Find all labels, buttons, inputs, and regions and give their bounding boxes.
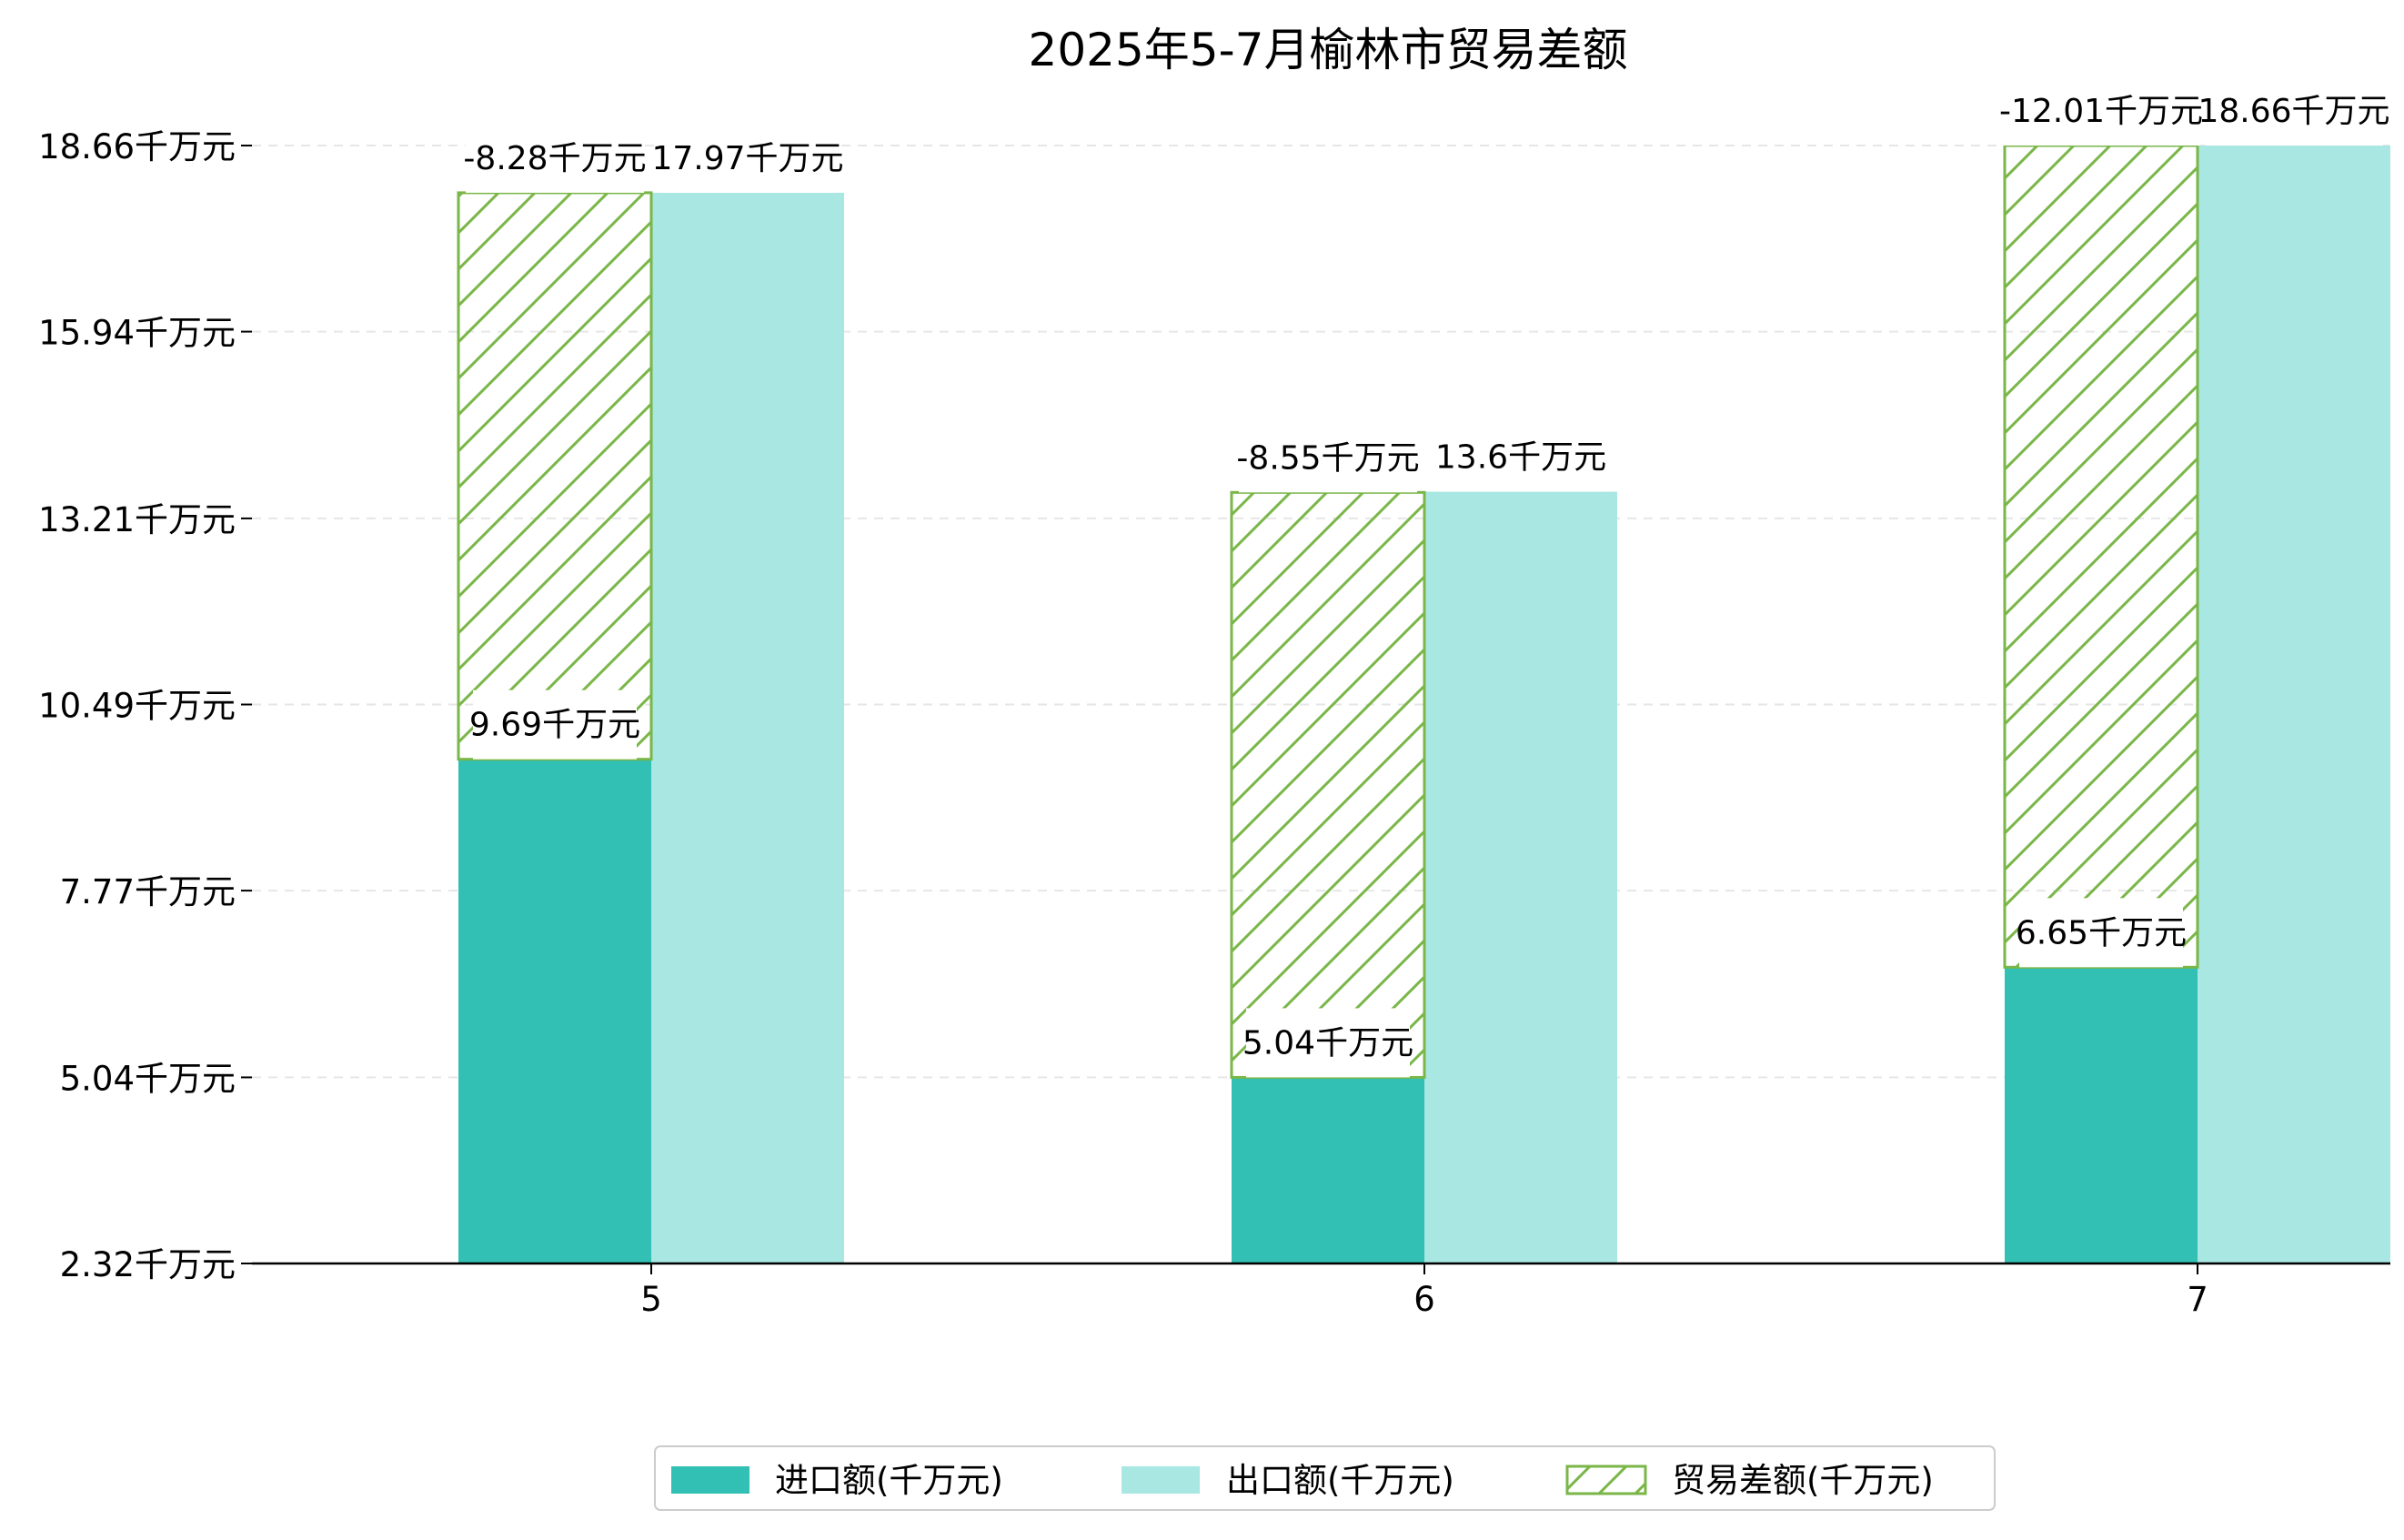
data-label-trade-balance-box xyxy=(466,123,644,193)
x-tick-label: 5 xyxy=(640,1280,662,1319)
data-label-trade-balance-box xyxy=(2002,76,2200,146)
data-label-trade-balance: -12.01千万元 xyxy=(1999,76,2203,146)
data-label-import-box xyxy=(2019,898,2183,968)
data-label-export-text: 18.66千万元 xyxy=(2198,93,2389,130)
bar-import xyxy=(2005,967,2198,1263)
data-label-export-box xyxy=(659,123,837,193)
data-label-trade-balance-text: -8.28千万元 xyxy=(463,140,646,177)
data-label-import-box xyxy=(473,689,637,760)
y-tick-label: 5.04千万元 xyxy=(60,1059,236,1098)
data-label-import-text: 9.69千万元 xyxy=(469,707,640,744)
legend-label-1: 出口额(千万元) xyxy=(1226,1461,1454,1500)
bar-trade-balance xyxy=(1230,490,1426,1079)
data-label-export: 17.97千万元 xyxy=(651,123,844,193)
legend-swatch-2 xyxy=(1565,1465,1647,1495)
legend-box xyxy=(654,1445,1996,1511)
bar-import xyxy=(1232,1077,1424,1263)
data-label-import-text: 6.65千万元 xyxy=(2016,914,2187,951)
bar-trade-balance xyxy=(2003,144,2199,969)
y-tick-label: 10.49千万元 xyxy=(38,687,236,726)
x-tick-label: 6 xyxy=(1413,1280,1435,1319)
data-label-export: 18.66千万元 xyxy=(2198,76,2390,146)
data-label-trade-balance: -8.28千万元 xyxy=(463,123,647,193)
data-labels: 9.69千万元 17.97千万元-8.28千万元 5.04千万元 13.6千万元 -8.… xyxy=(463,76,2390,1078)
y-tick-label: 18.66千万元 xyxy=(38,127,236,166)
bar-export xyxy=(1424,491,1617,1263)
data-label-export: 13.6千万元 xyxy=(1435,422,1606,492)
data-label-import-text: 5.04千万元 xyxy=(1242,1024,1413,1062)
data-label-import: 6.65千万元 xyxy=(2016,898,2187,968)
data-label-trade-balance-text: -8.55千万元 xyxy=(1236,439,1419,477)
bars xyxy=(457,144,2390,1263)
y-tick-label: 2.32千万元 xyxy=(60,1245,236,1284)
data-label-import: 9.69千万元 xyxy=(469,689,640,760)
legend-swatch-1 xyxy=(1122,1466,1200,1494)
data-label-export-box xyxy=(1439,422,1603,492)
data-label-import-box xyxy=(1246,1008,1410,1078)
y-tick-label: 13.21千万元 xyxy=(38,500,236,539)
y-tick-label: 7.77千万元 xyxy=(60,872,236,911)
legend-swatch-0 xyxy=(671,1466,749,1494)
bar-export xyxy=(2198,146,2390,1263)
axes: 2.32千万元 5.04千万元 7.77千万元 10.49千万元 13.21千万元 15.… xyxy=(38,127,2390,1319)
legend-label-0: 进口额(千万元) xyxy=(775,1461,1003,1500)
data-label-export-box xyxy=(2205,76,2383,146)
legend-label-2: 贸易差额(千万元) xyxy=(1672,1461,1934,1500)
data-label-trade-balance: -8.55千万元 xyxy=(1236,423,1420,493)
data-label-trade-balance-box xyxy=(1239,423,1417,493)
bar-trade-balance xyxy=(457,191,653,761)
bar-export xyxy=(651,192,844,1263)
bar-import xyxy=(458,759,651,1263)
x-tick-label: 7 xyxy=(2187,1280,2208,1319)
data-label-import: 5.04千万元 xyxy=(1242,1008,1413,1078)
y-tick-label: 15.94千万元 xyxy=(38,314,236,353)
data-label-trade-balance-text: -12.01千万元 xyxy=(1999,93,2203,130)
legend: 进口额(千万元) 出口额(千万元) 贸易差额(千万元) xyxy=(654,1445,1996,1511)
chart-title: 2025年5-7月榆林市贸易差额 xyxy=(1029,24,1628,76)
data-label-export-text: 13.6千万元 xyxy=(1435,439,1606,477)
data-label-export-text: 17.97千万元 xyxy=(651,140,843,177)
